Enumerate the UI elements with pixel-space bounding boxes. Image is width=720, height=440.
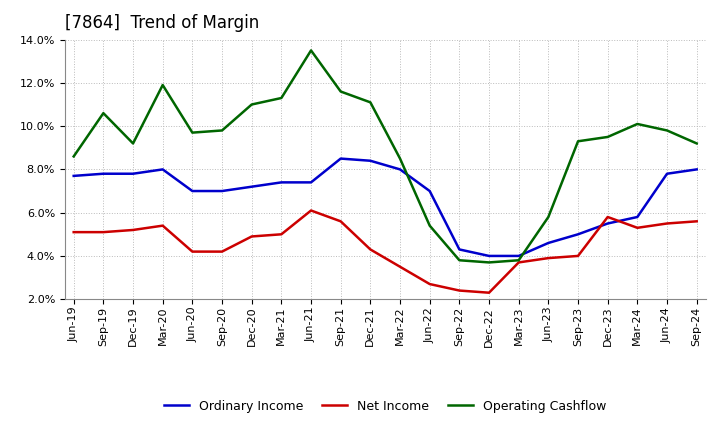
Net Income bbox=[574, 253, 582, 259]
Operating Cashflow bbox=[396, 156, 405, 161]
Net Income bbox=[248, 234, 256, 239]
Operating Cashflow bbox=[544, 214, 553, 220]
Operating Cashflow bbox=[455, 258, 464, 263]
Net Income bbox=[336, 219, 345, 224]
Operating Cashflow bbox=[336, 89, 345, 94]
Net Income bbox=[485, 290, 493, 295]
Net Income bbox=[544, 256, 553, 261]
Operating Cashflow bbox=[574, 139, 582, 144]
Operating Cashflow bbox=[248, 102, 256, 107]
Operating Cashflow bbox=[426, 223, 434, 228]
Line: Operating Cashflow: Operating Cashflow bbox=[73, 51, 697, 262]
Legend: Ordinary Income, Net Income, Operating Cashflow: Ordinary Income, Net Income, Operating C… bbox=[159, 395, 611, 418]
Operating Cashflow bbox=[217, 128, 226, 133]
Net Income bbox=[307, 208, 315, 213]
Ordinary Income bbox=[633, 214, 642, 220]
Operating Cashflow bbox=[69, 154, 78, 159]
Ordinary Income bbox=[69, 173, 78, 179]
Ordinary Income bbox=[662, 171, 671, 176]
Net Income bbox=[366, 247, 374, 252]
Ordinary Income bbox=[336, 156, 345, 161]
Ordinary Income bbox=[366, 158, 374, 163]
Operating Cashflow bbox=[99, 110, 108, 116]
Net Income bbox=[662, 221, 671, 226]
Net Income bbox=[158, 223, 167, 228]
Ordinary Income bbox=[248, 184, 256, 189]
Operating Cashflow bbox=[188, 130, 197, 135]
Operating Cashflow bbox=[603, 134, 612, 139]
Operating Cashflow bbox=[693, 141, 701, 146]
Operating Cashflow bbox=[307, 48, 315, 53]
Operating Cashflow bbox=[662, 128, 671, 133]
Net Income bbox=[69, 230, 78, 235]
Operating Cashflow bbox=[129, 141, 138, 146]
Ordinary Income bbox=[574, 231, 582, 237]
Ordinary Income bbox=[426, 188, 434, 194]
Line: Net Income: Net Income bbox=[73, 210, 697, 293]
Operating Cashflow bbox=[485, 260, 493, 265]
Ordinary Income bbox=[158, 167, 167, 172]
Net Income bbox=[693, 219, 701, 224]
Ordinary Income bbox=[396, 167, 405, 172]
Ordinary Income bbox=[455, 247, 464, 252]
Net Income bbox=[217, 249, 226, 254]
Operating Cashflow bbox=[514, 258, 523, 263]
Ordinary Income bbox=[307, 180, 315, 185]
Ordinary Income bbox=[99, 171, 108, 176]
Ordinary Income bbox=[544, 240, 553, 246]
Operating Cashflow bbox=[366, 100, 374, 105]
Ordinary Income bbox=[485, 253, 493, 259]
Operating Cashflow bbox=[277, 95, 286, 101]
Operating Cashflow bbox=[633, 121, 642, 127]
Net Income bbox=[514, 260, 523, 265]
Operating Cashflow bbox=[158, 82, 167, 88]
Ordinary Income bbox=[129, 171, 138, 176]
Net Income bbox=[188, 249, 197, 254]
Ordinary Income bbox=[277, 180, 286, 185]
Net Income bbox=[277, 231, 286, 237]
Line: Ordinary Income: Ordinary Income bbox=[73, 158, 697, 256]
Ordinary Income bbox=[514, 253, 523, 259]
Ordinary Income bbox=[693, 167, 701, 172]
Text: [7864]  Trend of Margin: [7864] Trend of Margin bbox=[65, 15, 259, 33]
Net Income bbox=[129, 227, 138, 233]
Ordinary Income bbox=[188, 188, 197, 194]
Ordinary Income bbox=[603, 221, 612, 226]
Net Income bbox=[603, 214, 612, 220]
Net Income bbox=[396, 264, 405, 269]
Net Income bbox=[426, 282, 434, 287]
Net Income bbox=[99, 230, 108, 235]
Net Income bbox=[455, 288, 464, 293]
Net Income bbox=[633, 225, 642, 231]
Ordinary Income bbox=[217, 188, 226, 194]
